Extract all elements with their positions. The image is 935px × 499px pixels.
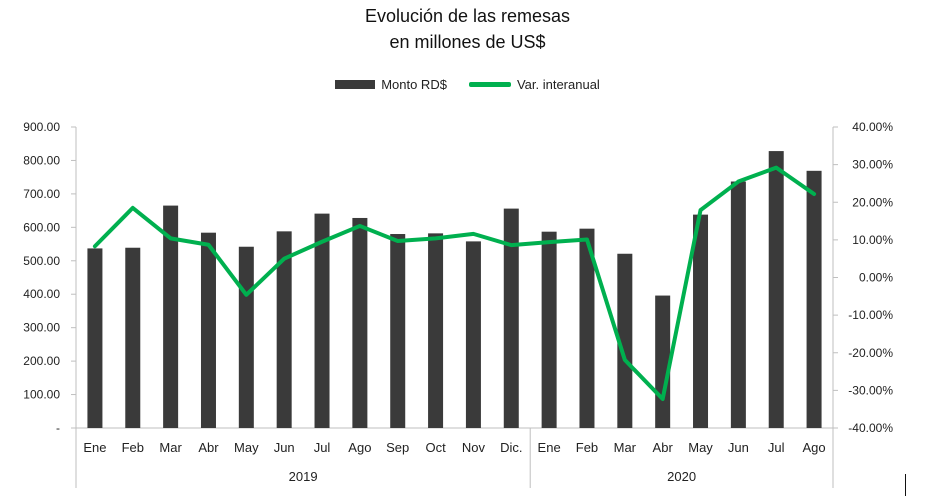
x-category-label: Nov <box>462 440 486 455</box>
x-category-label: Feb <box>576 440 598 455</box>
bar-6 <box>276 231 292 428</box>
x-category-label: Abr <box>653 440 674 455</box>
y-right-tick-label: -20.00% <box>848 346 893 360</box>
legend-swatch-line <box>468 82 511 87</box>
bar-1 <box>87 248 103 428</box>
bar-17 <box>693 214 709 428</box>
x-category-label: Jul <box>314 440 331 455</box>
chart-title-line2: en millones de US$ <box>389 32 546 52</box>
x-category-label: Ene <box>83 440 106 455</box>
bar-13 <box>541 231 557 428</box>
bar-16 <box>655 295 671 428</box>
bar-8 <box>352 217 368 428</box>
x-category-label: Mar <box>614 440 637 455</box>
x-category-label: Ago <box>348 440 371 455</box>
bar-15 <box>617 253 633 428</box>
x-category-label: Jul <box>768 440 785 455</box>
x-category-label: Ene <box>538 440 561 455</box>
bar-5 <box>238 246 254 428</box>
y-left-tick-label: 500.00 <box>23 254 60 268</box>
bar-14 <box>579 228 595 428</box>
bar-4 <box>200 232 216 428</box>
y-left-tick-label: - <box>56 421 60 435</box>
bar-18 <box>730 181 746 428</box>
y-right-tick-label: -10.00% <box>848 308 893 322</box>
x-category-label: Sep <box>386 440 409 455</box>
bar-12 <box>503 208 519 428</box>
y-left-tick-label: 600.00 <box>23 220 60 234</box>
y-left-tick-label: 900.00 <box>23 120 60 134</box>
chart-title-line1: Evolución de las remesas <box>364 6 571 26</box>
bar-19 <box>768 151 784 428</box>
x-category-label: Oct <box>425 440 446 455</box>
y-right-tick-label: 20.00% <box>852 195 893 209</box>
x-category-label: Abr <box>198 440 219 455</box>
bar-3 <box>163 205 179 428</box>
y-left-tick-label: 800.00 <box>23 153 60 167</box>
x-group-label: 2020 <box>667 469 696 484</box>
x-category-label: May <box>688 440 713 455</box>
line-var-interanual <box>92 165 817 402</box>
y-right-tick-label: -30.00% <box>848 383 893 397</box>
bar-7 <box>314 213 330 428</box>
y-right-tick-label: 0.00% <box>859 271 893 285</box>
bar-9 <box>390 234 406 428</box>
x-category-label: Jun <box>274 440 295 455</box>
legend-item-bars: Monto RD$ <box>335 77 447 92</box>
chart-legend: Monto RD$ Var. interanual <box>0 77 935 92</box>
y-right-tick-label: 40.00% <box>852 120 893 134</box>
legend-label-line: Var. interanual <box>516 77 600 92</box>
legend-label-bars: Monto RD$ <box>381 77 447 92</box>
y-left-tick-label: 700.00 <box>23 187 60 201</box>
y-left-tick-label: 100.00 <box>23 388 60 402</box>
x-group-label: 2019 <box>289 469 318 484</box>
y-right-tick-label: 30.00% <box>852 158 893 172</box>
x-category-label: Ago <box>803 440 826 455</box>
text-cursor <box>905 474 906 496</box>
x-category-label: Mar <box>159 440 182 455</box>
y-left-tick-label: 300.00 <box>23 321 60 335</box>
bar-2 <box>125 247 141 428</box>
y-left-tick-label: 400.00 <box>23 287 60 301</box>
y-right-tick-label: -40.00% <box>848 421 893 435</box>
bar-11 <box>465 241 481 428</box>
x-category-label: Feb <box>122 440 144 455</box>
y-right-tick-label: 10.00% <box>852 233 893 247</box>
x-category-label: Jun <box>728 440 749 455</box>
y-left-tick-label: 200.00 <box>23 354 60 368</box>
x-category-label: Dic. <box>500 440 522 455</box>
bar-20 <box>806 170 822 428</box>
legend-swatch-bar <box>335 80 376 89</box>
bar-10 <box>428 233 444 428</box>
x-category-label: May <box>234 440 259 455</box>
legend-item-line: Var. interanual <box>468 77 600 92</box>
